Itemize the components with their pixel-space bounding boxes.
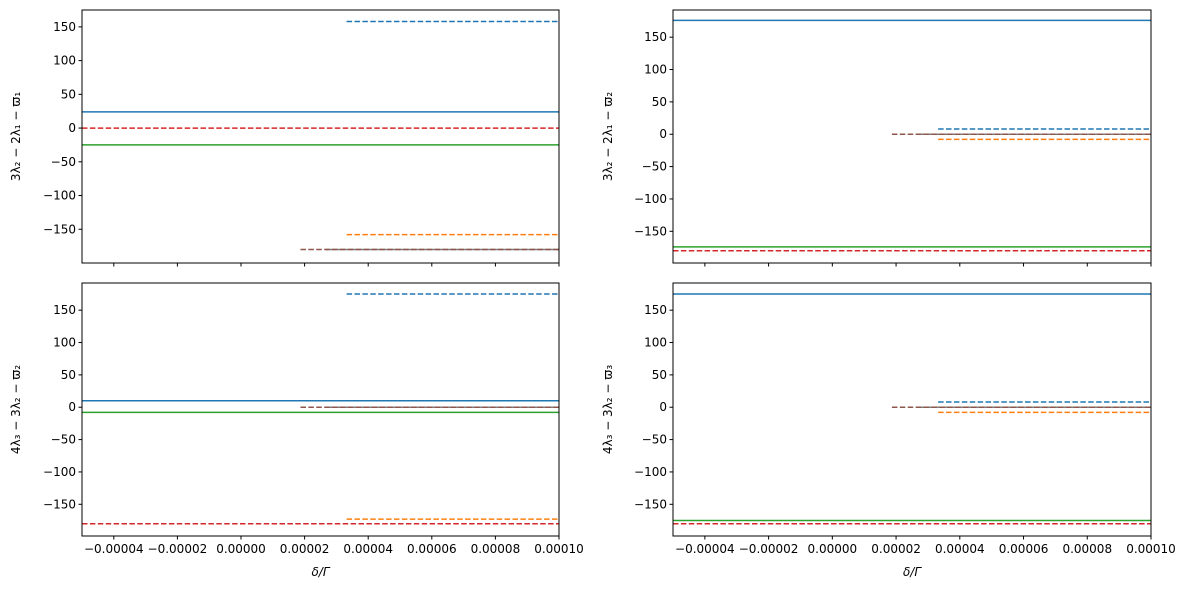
x-tick-label: 0.00004 xyxy=(343,542,393,556)
y-tick-label: 50 xyxy=(61,368,76,382)
y-tick-label: 150 xyxy=(644,303,667,317)
series-group xyxy=(82,20,559,251)
x-tick-label: 0.00002 xyxy=(871,542,921,556)
y-tick-label: −150 xyxy=(634,224,667,238)
axes-frame xyxy=(81,9,560,264)
y-tick-label: −50 xyxy=(642,433,667,447)
x-tick-label: 0.00008 xyxy=(471,542,521,556)
y-tick-label: −150 xyxy=(43,222,76,236)
y-tick-label: 100 xyxy=(644,336,667,350)
x-axis-label: δ/Γ xyxy=(903,565,922,579)
y-axis-label: 4λ₃ − 3λ₂ − ϖ₂ xyxy=(9,365,23,455)
y-tick-label: 0 xyxy=(659,400,667,414)
y-tick-label: 50 xyxy=(652,368,667,382)
y-tick-label: −100 xyxy=(43,189,76,203)
x-tick-label: 0.00000 xyxy=(216,542,266,556)
subplot-bottom-right: −150 −100 −50 0 50 100 150 −0.00004 −0.00002 0.00… xyxy=(601,282,1176,579)
y-tick-label: −100 xyxy=(634,465,667,479)
y-tick-label: 100 xyxy=(53,336,76,350)
x-tick-label: 0.00010 xyxy=(534,542,584,556)
y-tick-label: −150 xyxy=(634,497,667,511)
x-tick-label: −0.00002 xyxy=(739,542,799,556)
series-group xyxy=(82,293,559,525)
y-tick-label: 150 xyxy=(53,20,76,34)
axes-frame xyxy=(672,282,1152,537)
x-tick-label: 0.00006 xyxy=(999,542,1049,556)
y-tick-label: 100 xyxy=(644,63,667,77)
y-tick-label: 50 xyxy=(652,95,667,109)
y-axis-label: 3λ₂ − 2λ₁ − ϖ₁ xyxy=(9,92,23,182)
axes-frame xyxy=(81,282,560,537)
x-tick-label: 0.00008 xyxy=(1062,542,1112,556)
series-group xyxy=(673,293,1151,525)
x-tick-label: 0.00002 xyxy=(280,542,330,556)
x-tick-label: 0.00010 xyxy=(1126,542,1176,556)
y-axis-label: 4λ₃ − 3λ₂ − ϖ₃ xyxy=(601,365,615,455)
x-tick-label: −0.00004 xyxy=(84,542,144,556)
y-tick-label: 0 xyxy=(659,127,667,141)
x-axis-label: δ/Γ xyxy=(311,565,330,579)
y-tick-label: −50 xyxy=(51,433,76,447)
y-tick-label: 0 xyxy=(68,121,76,135)
subplot-top-left: −150 −100 −50 0 50 100 150 3λ₂ − 2λ₁ − ϖ₁ xyxy=(9,9,560,267)
subplot-bottom-left: −150 −100 −50 0 50 100 150 −0.00004 −0.00002 0.00… xyxy=(9,282,584,579)
y-tick-label: −100 xyxy=(634,192,667,206)
y-tick-label: −150 xyxy=(43,497,76,511)
x-tick-label: −0.00004 xyxy=(675,542,735,556)
y-axis-label: 3λ₂ − 2λ₁ − ϖ₂ xyxy=(601,92,615,182)
y-tick-label: 150 xyxy=(644,30,667,44)
subplot-top-right: −150 −100 −50 0 50 100 150 3λ₂ − 2λ₁ − ϖ₂ xyxy=(601,9,1152,267)
y-tick-label: 150 xyxy=(53,303,76,317)
x-tick-label: 0.00004 xyxy=(935,542,985,556)
x-tick-label: −0.00002 xyxy=(148,542,208,556)
y-tick-label: 100 xyxy=(53,54,76,68)
y-tick-label: 0 xyxy=(68,400,76,414)
series-group xyxy=(673,19,1151,252)
y-tick-label: −100 xyxy=(43,465,76,479)
y-tick-label: −50 xyxy=(51,155,76,169)
y-tick-label: 50 xyxy=(61,87,76,101)
y-tick-label: −50 xyxy=(642,160,667,174)
x-tick-label: 0.00006 xyxy=(407,542,457,556)
axes-frame xyxy=(672,9,1152,264)
x-tick-label: 0.00000 xyxy=(808,542,858,556)
